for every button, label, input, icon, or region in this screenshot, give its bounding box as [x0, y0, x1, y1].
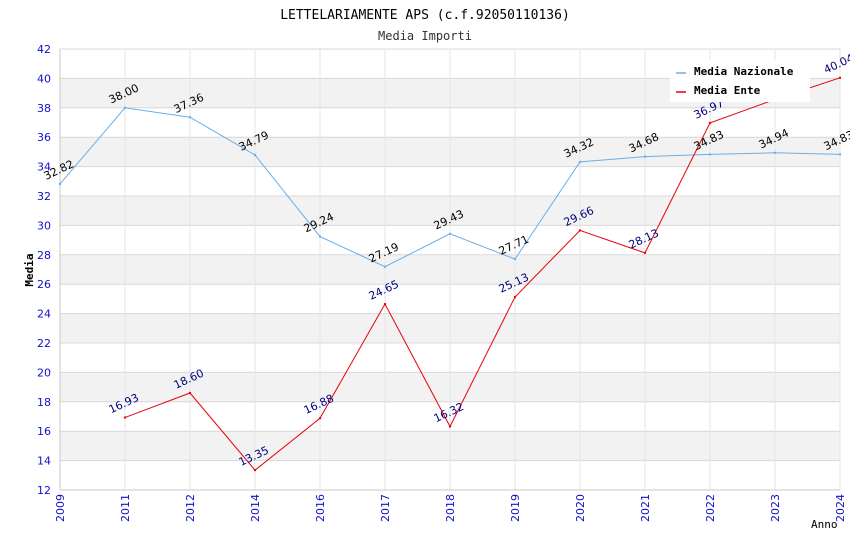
- y-tick-label: 12: [37, 484, 51, 497]
- data-point: [253, 468, 257, 472]
- data-point: [318, 417, 322, 420]
- legend-label-ente: Media Ente: [694, 84, 761, 97]
- data-label: 28.13: [627, 227, 661, 252]
- y-tick-label: 32: [37, 190, 51, 203]
- data-point: [708, 121, 712, 125]
- y-tick-label: 22: [37, 337, 51, 350]
- data-point: [253, 153, 257, 157]
- x-tick-label: 2023: [769, 494, 782, 522]
- data-point: [838, 76, 842, 80]
- x-tick-label: 2009: [54, 494, 67, 522]
- x-tick-label: 2017: [379, 494, 392, 522]
- data-point: [58, 182, 62, 186]
- y-tick-label: 30: [37, 219, 51, 232]
- data-point: [773, 151, 777, 154]
- y-tick-label: 14: [37, 455, 51, 468]
- series-lines: [58, 76, 842, 472]
- y-tick-label: 40: [37, 72, 51, 85]
- legend-box: [670, 60, 810, 102]
- y-tick-label: 26: [37, 278, 51, 291]
- x-tick-label: 2022: [704, 494, 717, 522]
- data-point: [513, 295, 517, 299]
- data-point: [123, 416, 127, 419]
- x-tick-label: 2012: [184, 494, 197, 522]
- y-tick-labels: 12 14 16 18 20 22 24 26 28 30 32 34 36 38 40 42: [37, 43, 51, 497]
- data-label: 40.04: [822, 51, 850, 76]
- y-tick-label: 36: [37, 131, 51, 144]
- data-point: [383, 265, 387, 268]
- data-point: [643, 155, 647, 158]
- data-point: [383, 302, 387, 306]
- x-tick-label: 2018: [444, 494, 457, 522]
- data-point: [578, 160, 582, 164]
- data-point: [838, 153, 842, 156]
- data-point: [188, 391, 192, 395]
- data-label: 16.32: [432, 400, 466, 425]
- data-point: [448, 425, 452, 428]
- x-tick-label: 2021: [639, 494, 652, 522]
- y-tick-label: 18: [37, 396, 51, 409]
- data-point: [188, 116, 192, 119]
- x-tick-label: 2011: [119, 494, 132, 522]
- data-label: 27.71: [497, 233, 531, 258]
- chart-subtitle: Media Importi: [378, 29, 472, 43]
- x-tick-label: 2024: [834, 494, 847, 522]
- y-tick-label: 24: [37, 308, 51, 321]
- y-tick-label: 16: [37, 425, 51, 438]
- data-point: [708, 153, 712, 156]
- series-line-ente: [124, 77, 841, 471]
- legend: Media Nazionale Media Ente: [670, 60, 810, 102]
- y-tick-label: 42: [37, 43, 51, 56]
- y-tick-label: 38: [37, 102, 51, 115]
- data-point: [513, 257, 517, 261]
- data-point: [123, 106, 127, 110]
- data-point: [643, 251, 647, 255]
- x-tick-label: 2014: [249, 494, 262, 522]
- x-axis-label: Anno: [811, 518, 838, 531]
- y-tick-label: 20: [37, 366, 51, 379]
- chart-title: LETTELARIAMENTE APS (c.f.92050110136): [280, 8, 570, 23]
- x-tick-label: 2019: [509, 494, 522, 522]
- y-tick-label: 28: [37, 249, 51, 262]
- y-tick-label: 34: [37, 161, 51, 174]
- data-point: [448, 232, 452, 235]
- x-tick-labels: 2009 2011 2012 2014 2016 2017 2018 2019 2020 2021…: [54, 494, 847, 522]
- legend-label-nazionale: Media Nazionale: [694, 65, 794, 78]
- x-tick-label: 2016: [314, 494, 327, 522]
- data-point: [318, 235, 322, 238]
- y-axis-label: Media: [23, 253, 36, 286]
- data-point: [578, 229, 582, 232]
- x-tick-label: 2020: [574, 494, 587, 522]
